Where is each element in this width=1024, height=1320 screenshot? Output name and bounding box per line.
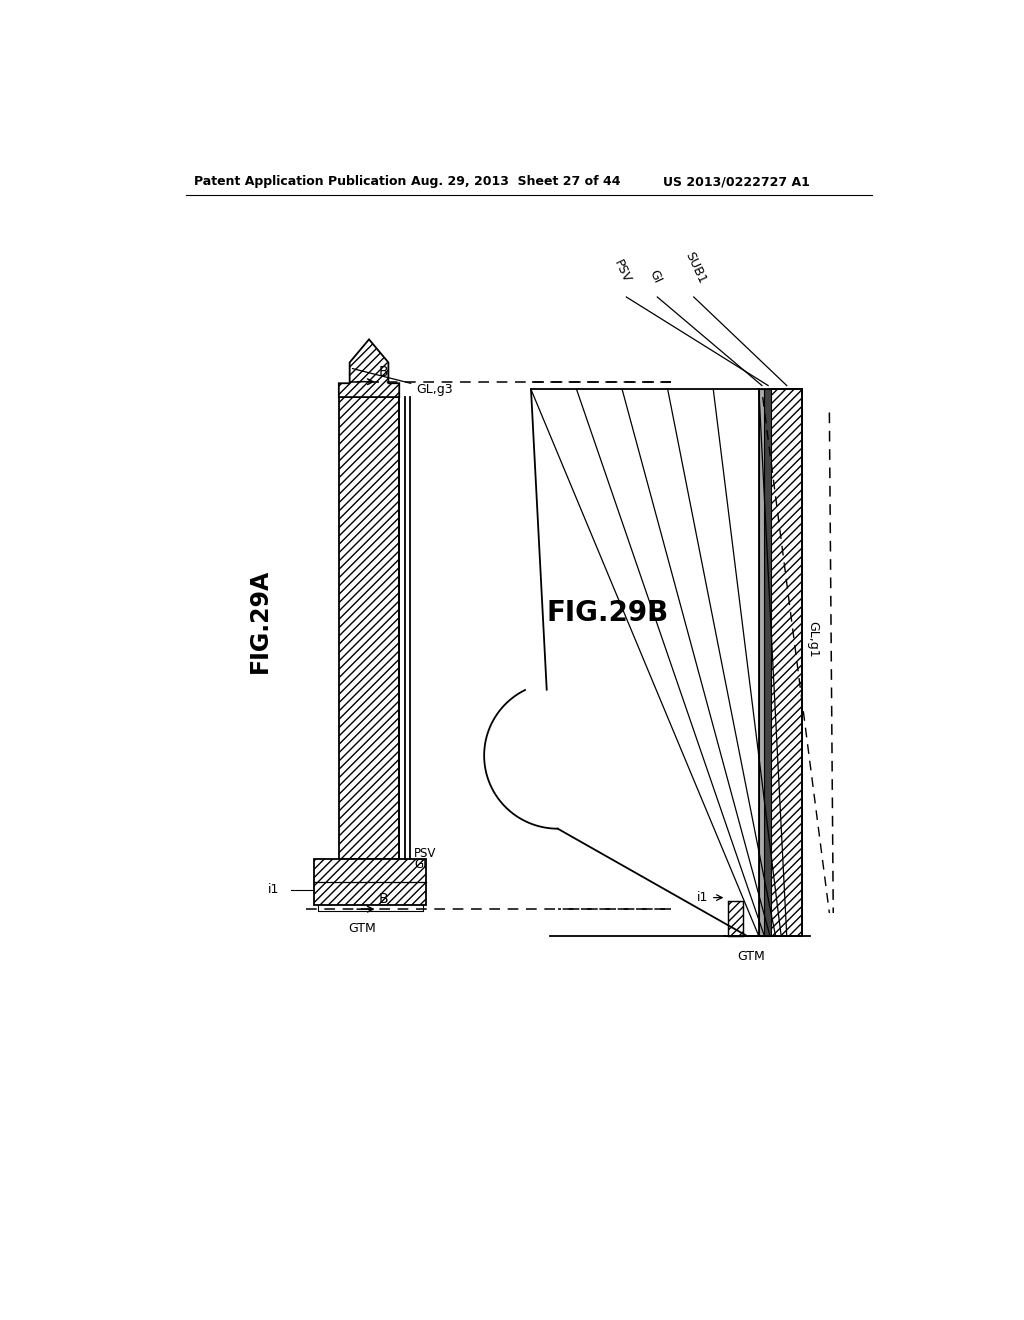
Text: Patent Application Publication: Patent Application Publication: [194, 176, 407, 187]
Polygon shape: [339, 397, 399, 859]
Polygon shape: [728, 902, 743, 936]
Text: GTM: GTM: [348, 923, 376, 936]
Polygon shape: [759, 389, 764, 936]
Text: Aug. 29, 2013  Sheet 27 of 44: Aug. 29, 2013 Sheet 27 of 44: [411, 176, 621, 187]
Text: PSV: PSV: [611, 259, 634, 285]
Text: GL,g3: GL,g3: [352, 368, 453, 396]
Text: B: B: [379, 364, 389, 379]
Text: PSV: PSV: [414, 847, 436, 861]
Text: FIG.29B: FIG.29B: [547, 599, 669, 627]
Text: SUB1: SUB1: [682, 249, 709, 285]
Text: GTM: GTM: [737, 950, 765, 964]
Text: GI: GI: [646, 268, 664, 285]
Polygon shape: [314, 859, 426, 906]
Polygon shape: [771, 389, 802, 936]
Text: GI: GI: [414, 858, 426, 871]
Polygon shape: [764, 389, 771, 936]
Text: i1: i1: [267, 883, 279, 896]
Text: B: B: [379, 892, 389, 906]
Text: FIG.29A: FIG.29A: [248, 569, 272, 672]
Text: US 2013/0222727 A1: US 2013/0222727 A1: [663, 176, 810, 187]
Text: GL,g1: GL,g1: [806, 622, 819, 657]
Polygon shape: [339, 339, 399, 397]
Text: i1: i1: [697, 891, 709, 904]
